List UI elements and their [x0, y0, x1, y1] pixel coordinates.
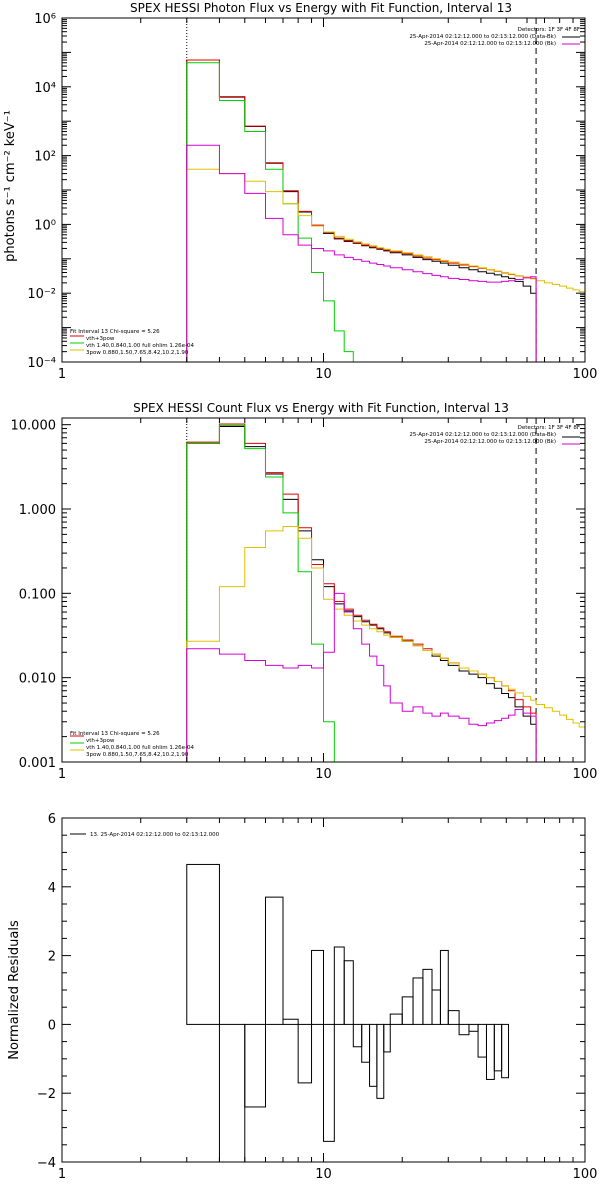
residuals-y-tick-label: 0: [48, 1018, 56, 1033]
photon-flux-y-tick-label: 10⁶: [34, 12, 56, 27]
residual-bar: [376, 1023, 385, 1099]
count-flux-y-tick-label: 1.000: [19, 503, 56, 518]
residual-bar: [333, 946, 345, 1025]
count-flux-legend-fit-header: Fit Interval 13 Chi-square = 5.26: [70, 731, 160, 737]
count-flux-panel: SPEX HESSI Count Flux vs Energy with Fit…: [11, 401, 598, 782]
residual-bar: [389, 1013, 403, 1025]
count-flux-axes: 1 10 100 0.001 0.010 0.100 1.000 10.000: [11, 417, 598, 782]
photon-flux-title: SPEX HESSI Photon Flux vs Energy with Fi…: [130, 1, 512, 15]
residual-bar: [401, 996, 414, 1025]
count-flux-x-tick-label: 10: [315, 767, 332, 782]
count-flux-y-tick-label: 0.001: [19, 756, 56, 771]
residual-bar: [264, 896, 284, 1025]
photon-flux-legend-bk: 25-Apr-2014 02:12:12.000 to 02:13:12.000…: [424, 41, 556, 47]
photon-flux-legend-3pow: 3pow 0.880,1.50,7.65,8.42,10.2,1.90: [86, 350, 189, 356]
photon-flux-series-data-bk: [186, 59, 537, 362]
photon-flux-legend-vth: vth 1.40,0.840,1.00 full ohlim 1.26e-04: [86, 343, 194, 349]
photon-flux-y-tick-label: 10⁻²: [27, 287, 56, 302]
count-flux-series-3pow: [186, 526, 585, 762]
residual-bar: [297, 1023, 313, 1084]
residual-bar: [218, 1023, 246, 1162]
count-flux-legend-vth3pow: vth+3pow: [86, 738, 115, 744]
residual-bar: [361, 1023, 371, 1063]
count-flux-legend-3pow: 3pow 0.880,1.50,7.65,8.42,10.2,1.90: [86, 752, 189, 758]
photon-flux-series-3pow: [186, 168, 585, 362]
residuals-panel: Normalized Residuals 1 10 100 −4 −2 0 2 4 6 13. …: [7, 812, 598, 1182]
photon-flux-y-tick-label: 10⁰: [34, 218, 56, 233]
photon-flux-legend-detectors: Detectors: 1F 3F 4F 8F: [518, 27, 580, 33]
photon-flux-series-vth: [186, 62, 371, 362]
residual-bar: [383, 1023, 391, 1053]
photon-flux-y-tick-label: 10⁴: [34, 81, 56, 96]
photon-flux-frame: [61, 17, 586, 363]
residuals-y-tick-label: −2: [37, 1087, 56, 1102]
count-flux-y-tick-label: 0.010: [19, 672, 56, 687]
photon-flux-x-tick-label: 10: [315, 367, 332, 382]
residual-bar: [369, 1023, 378, 1087]
residuals-y-axis-label: Normalized Residuals: [7, 920, 22, 1060]
count-flux-legends: Detectors: 1F 3F 4F 8F 25-Apr-2014 02:12…: [70, 425, 580, 758]
photon-flux-legend-fit-header: Fit Interval 13 Chi-square = 5.26: [70, 329, 160, 335]
photon-flux-x-tick-label: 100: [573, 367, 598, 382]
photon-flux-legend-vth3pow: vth+3pow: [86, 336, 115, 342]
residual-bar: [323, 1023, 335, 1142]
photon-flux-y-tick-label: 10⁻⁴: [27, 356, 56, 371]
residuals-legend-interval: 13. 25-Apr-2014 02:12:12.000 to 02:13:12…: [90, 832, 220, 838]
residuals-legend: 13. 25-Apr-2014 02:12:12.000 to 02:13:12…: [70, 832, 220, 838]
count-flux-legend-data-bk: 25-Apr-2014 02:12:12.000 to 02:13:12.000…: [409, 432, 556, 438]
residual-bar: [439, 949, 449, 1025]
residuals-x-tick-label: 100: [573, 1167, 598, 1182]
residual-bar: [501, 1023, 510, 1079]
residuals-plot-area: [186, 863, 510, 1162]
photon-flux-series-vth-3pow: [186, 59, 537, 362]
residuals-y-tick-label: 6: [48, 812, 56, 827]
count-flux-y-tick-label: 0.100: [19, 587, 56, 602]
count-flux-series-vth-3pow: [186, 423, 537, 762]
residual-bar: [493, 1023, 503, 1072]
residuals-y-tick-label: 2: [48, 950, 56, 965]
residuals-axes: 1 10 100 −4 −2 0 2 4 6: [37, 812, 598, 1182]
count-flux-series-bk: [186, 592, 537, 762]
count-flux-title: SPEX HESSI Count Flux vs Energy with Fit…: [133, 401, 509, 415]
residual-bar: [485, 1023, 495, 1080]
count-flux-x-tick-label: 1: [58, 767, 66, 782]
residual-bar: [422, 968, 433, 1025]
count-flux-legend-vth: vth 1.40,0.840,1.00 full ohlim 1.26e-04: [86, 745, 194, 751]
count-flux-legend-detectors: Detectors: 1F 3F 4F 8F: [518, 425, 580, 431]
residual-bar: [412, 977, 424, 1025]
count-flux-x-tick-label: 100: [573, 767, 598, 782]
photon-flux-y-axis-label: photons s⁻¹ cm⁻² keV⁻¹: [3, 110, 18, 262]
residual-bar: [343, 960, 354, 1025]
count-flux-y-tick-label: 10.000: [11, 419, 57, 434]
residuals-x-tick-label: 1: [58, 1167, 66, 1182]
residual-bar: [447, 1010, 460, 1025]
photon-flux-panel: SPEX HESSI Photon Flux vs Energy with Fi…: [3, 1, 597, 382]
photon-flux-y-tick-label: 10²: [34, 150, 56, 165]
residual-bar: [244, 1023, 266, 1108]
residual-bar: [186, 863, 220, 1025]
residual-bar: [352, 1023, 363, 1048]
residual-bar: [431, 989, 441, 1025]
residual-bar: [468, 1023, 479, 1032]
photon-flux-x-tick-label: 1: [58, 367, 66, 382]
photon-flux-plot-area: [186, 18, 585, 362]
count-flux-series-vth: [186, 424, 345, 762]
residual-bar: [458, 1023, 470, 1036]
photon-flux-axes: 1 10 100 10⁻⁴ 10⁻² 10⁰ 10² 10⁴ 10⁶: [27, 12, 597, 382]
count-flux-legend-bk: 25-Apr-2014 02:12:12.000 to 02:13:12.000…: [424, 439, 556, 445]
residuals-x-tick-label: 10: [315, 1167, 332, 1182]
residuals-y-tick-label: 4: [48, 881, 56, 896]
photon-flux-series-bk: [186, 144, 537, 362]
photon-flux-legend-data-bk: 25-Apr-2014 02:12:12.000 to 02:13:12.000…: [409, 34, 556, 40]
residual-bar: [477, 1023, 487, 1058]
residual-bar: [311, 949, 325, 1025]
count-flux-plot-area: [186, 418, 585, 762]
residuals-y-tick-label: −4: [37, 1156, 56, 1171]
count-flux-series-data-bk: [186, 426, 537, 762]
residual-bar: [282, 1018, 299, 1025]
photon-flux-legends: Detectors: 1F 3F 4F 8F 25-Apr-2014 02:12…: [70, 27, 580, 356]
